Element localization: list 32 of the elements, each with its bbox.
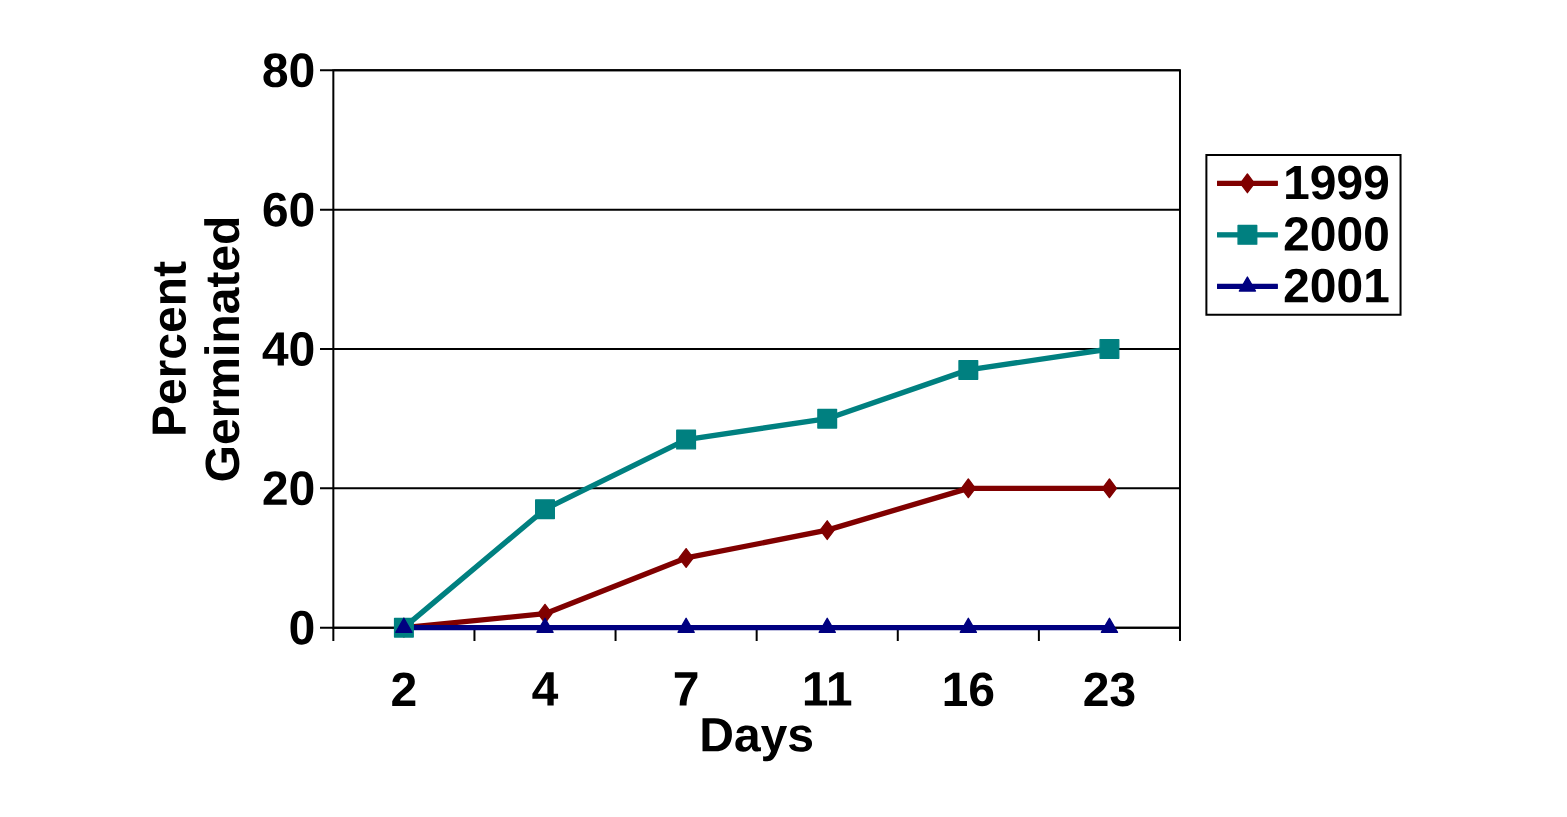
x-tick-label: 16 xyxy=(944,672,994,707)
point xyxy=(1101,478,1118,499)
x-tick-label: 11 xyxy=(804,672,852,706)
point xyxy=(960,478,976,499)
x-tick-label: 2 xyxy=(392,672,416,706)
y-tick-label: 40 xyxy=(262,332,314,366)
point xyxy=(1099,338,1120,359)
y-tick-label: 80 xyxy=(263,53,314,88)
y-tick-label: 20 xyxy=(263,471,314,506)
point xyxy=(676,429,697,450)
point xyxy=(958,359,979,380)
point xyxy=(537,603,553,624)
legend-label: 2000 xyxy=(1284,217,1388,252)
y-tick-label: 0 xyxy=(290,610,314,645)
point xyxy=(535,499,556,520)
x-tick-label: 4 xyxy=(532,672,559,706)
legend-label: 1999 xyxy=(1286,165,1389,200)
x-axis-title: Days xyxy=(702,718,813,762)
point xyxy=(819,520,835,541)
legend-label: 2001 xyxy=(1284,268,1389,303)
x-tick-label: 7 xyxy=(674,672,698,706)
point xyxy=(395,617,413,633)
point xyxy=(677,617,695,633)
x-tick-label: 23 xyxy=(1084,672,1135,707)
point xyxy=(1100,617,1119,633)
y-tick-label: 60 xyxy=(263,192,314,227)
point xyxy=(959,617,978,633)
point xyxy=(678,547,694,568)
point xyxy=(818,617,836,633)
point xyxy=(817,408,838,429)
point xyxy=(536,617,554,633)
y-axis-title: Percent Germinated xyxy=(152,218,240,481)
